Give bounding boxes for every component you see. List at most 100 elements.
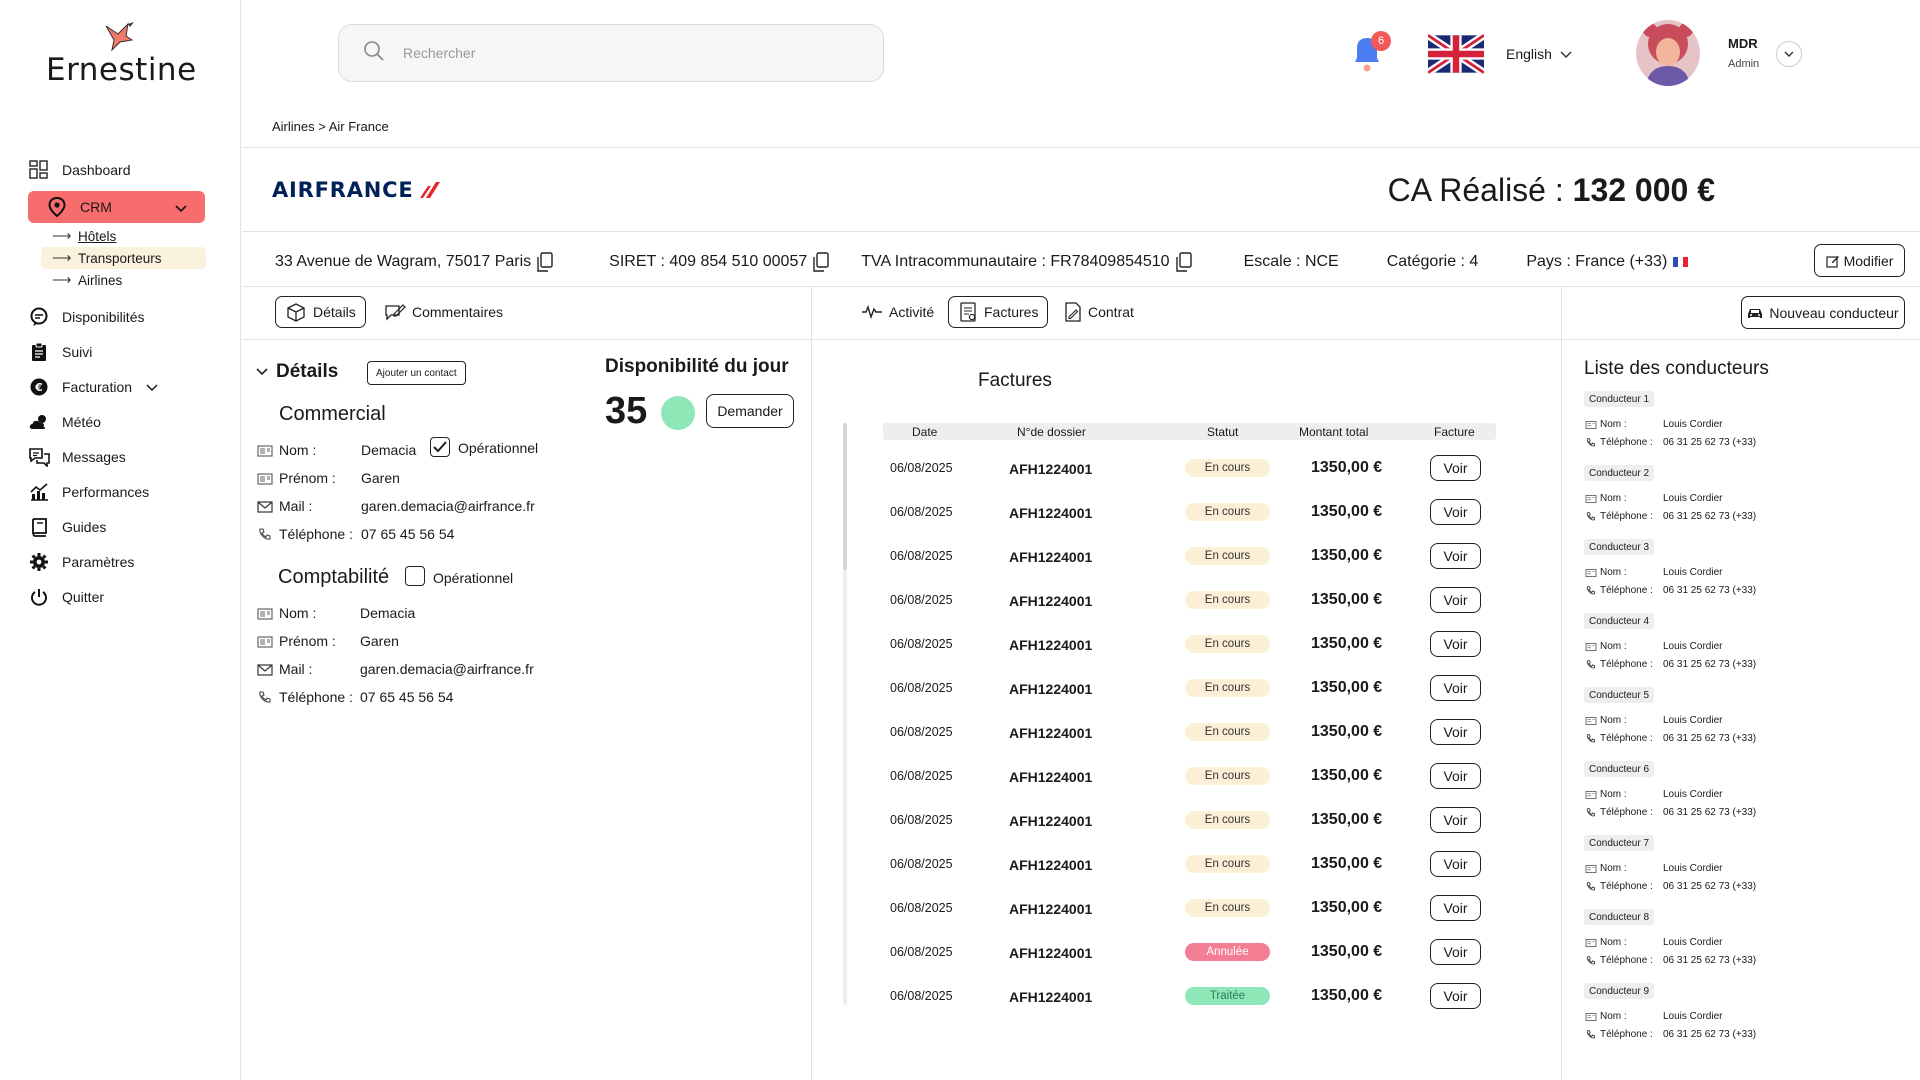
cell-dossier: AFH1224001: [1009, 681, 1093, 697]
voir-button[interactable]: Voir: [1430, 719, 1481, 745]
add-contact-button[interactable]: Ajouter un contact: [367, 361, 466, 385]
book-icon: [28, 516, 50, 538]
sidebar-item-messages[interactable]: Messages: [26, 439, 216, 474]
sidebar-subitem-airlines[interactable]: ⟶ Airlines: [26, 269, 216, 291]
id-card-icon: [1585, 790, 1597, 799]
id-card-icon: [1585, 1012, 1597, 1021]
driver-tag[interactable]: Conducteur 2: [1584, 465, 1655, 481]
details-section-toggle[interactable]: Détails: [256, 361, 338, 383]
driver-nom: Louis Cordier: [1663, 937, 1723, 948]
driver-nom: Louis Cordier: [1663, 789, 1723, 800]
voir-button[interactable]: Voir: [1430, 939, 1481, 965]
driver-tag[interactable]: Conducteur 7: [1584, 835, 1655, 851]
driver-tel-row: Téléphone : 06 31 25 62 73 (+33): [1585, 807, 1756, 818]
driver-tag[interactable]: Conducteur 6: [1584, 761, 1655, 777]
sidebar-subitem-label: Transporteurs: [78, 250, 162, 266]
sidebar-subitem-hotels[interactable]: ⟶ Hôtels: [26, 225, 216, 247]
nouveau-conducteur-button[interactable]: Nouveau conducteur: [1741, 296, 1905, 329]
uk-flag-icon[interactable]: [1428, 34, 1484, 74]
driver-tag[interactable]: Conducteur 8: [1584, 909, 1655, 925]
language-selector[interactable]: English: [1506, 46, 1572, 62]
copy-icon[interactable]: [813, 252, 829, 272]
sidebar-item-facturation[interactable]: € Facturation: [26, 369, 216, 404]
driver-tag[interactable]: Conducteur 9: [1584, 983, 1655, 999]
driver-nom-label: Nom :: [1600, 715, 1627, 726]
sidebar-item-performances[interactable]: Performances: [26, 474, 216, 509]
sidebar-item-dashboard[interactable]: Dashboard: [26, 152, 216, 187]
cell-date: 06/08/2025: [890, 725, 953, 739]
comptabilite-operational-checkbox[interactable]: [405, 566, 425, 586]
driver-nom-row: Nom : Louis Cordier: [1585, 493, 1722, 504]
activity-icon: [862, 305, 882, 319]
voir-button[interactable]: Voir: [1430, 983, 1481, 1009]
commercial-operational-label: Opérationnel: [458, 440, 539, 456]
column-header-dossier: N°de dossier: [1017, 425, 1086, 439]
voir-button[interactable]: Voir: [1430, 631, 1481, 657]
tab-contrat[interactable]: Contrat: [1055, 296, 1143, 328]
brand-logo[interactable]: Ernestine: [40, 16, 210, 98]
comptabilite-mail[interactable]: garen.demacia@airfrance.fr: [360, 661, 534, 677]
driver-nom-row: Nom : Louis Cordier: [1585, 715, 1722, 726]
sidebar-item-meteo[interactable]: Météo: [26, 404, 216, 439]
driver-tel: 06 31 25 62 73 (+33): [1663, 881, 1757, 892]
voir-button[interactable]: Voir: [1430, 543, 1481, 569]
commercial-operational-checkbox[interactable]: [430, 437, 450, 457]
ca-label: CA Réalisé :: [1387, 172, 1573, 208]
commercial-tel-label: Téléphone :: [279, 526, 353, 542]
mail-icon: [257, 664, 273, 676]
driver-tag[interactable]: Conducteur 5: [1584, 687, 1655, 703]
sidebar-item-parametres[interactable]: Paramètres: [26, 544, 216, 579]
tab-activite[interactable]: Activité: [852, 296, 943, 328]
siret-text: SIRET : 409 854 510 00057: [609, 253, 808, 270]
demander-button[interactable]: Demander: [706, 394, 794, 428]
driver-tag[interactable]: Conducteur 3: [1584, 539, 1655, 555]
tab-commentaires[interactable]: Commentaires: [375, 296, 512, 328]
voir-button[interactable]: Voir: [1430, 895, 1481, 921]
sidebar-item-disponibilites[interactable]: Disponibilités: [26, 299, 216, 334]
table-row: 06/08/2025 AFH1224001 En cours 1350,00 € Voi…: [883, 894, 1496, 924]
commercial-mail-label: Mail :: [279, 498, 313, 514]
search-input[interactable]: [403, 45, 803, 61]
cell-date: 06/08/2025: [890, 769, 953, 783]
voir-button[interactable]: Voir: [1430, 675, 1481, 701]
driver-nom-row: Nom : Louis Cordier: [1585, 1011, 1722, 1022]
cell-montant: 1350,00 €: [1311, 987, 1383, 1004]
tab-details[interactable]: Détails: [275, 296, 366, 328]
arrow-right-icon: ⟶: [52, 228, 72, 243]
driver-tel-row: Téléphone : 06 31 25 62 73 (+33): [1585, 733, 1756, 744]
driver-nom-row: Nom : Louis Cordier: [1585, 937, 1722, 948]
copy-icon[interactable]: [1175, 252, 1192, 272]
commercial-nom: Demacia: [361, 442, 417, 458]
voir-button[interactable]: Voir: [1430, 763, 1481, 789]
modifier-button[interactable]: Modifier: [1814, 244, 1905, 277]
cell-montant: 1350,00 €: [1311, 547, 1383, 564]
search-bar[interactable]: [338, 24, 884, 82]
avatar[interactable]: [1636, 20, 1700, 86]
status-badge: En cours: [1185, 679, 1270, 697]
comptabilite-nom-label: Nom :: [279, 605, 317, 621]
driver-tag[interactable]: Conducteur 4: [1584, 613, 1655, 629]
voir-button[interactable]: Voir: [1430, 455, 1481, 481]
voir-button[interactable]: Voir: [1430, 851, 1481, 877]
invoices-scrollbar[interactable]: [843, 423, 847, 1005]
table-row: 06/08/2025 AFH1224001 En cours 1350,00 € Voi…: [883, 454, 1496, 484]
driver-tag[interactable]: Conducteur 1: [1584, 391, 1655, 407]
scrollbar-thumb[interactable]: [843, 423, 847, 570]
commercial-mail[interactable]: garen.demacia@airfrance.fr: [361, 498, 535, 514]
sidebar-subitem-transporteurs[interactable]: ⟶ Transporteurs: [41, 247, 206, 269]
sidebar-item-guides[interactable]: Guides: [26, 509, 216, 544]
commercial-prenom: Garen: [361, 470, 400, 486]
user-menu-button[interactable]: [1776, 41, 1802, 67]
sidebar-item-quitter[interactable]: Quitter: [26, 579, 216, 614]
copy-icon[interactable]: [537, 252, 553, 272]
tab-factures[interactable]: Factures: [948, 296, 1049, 328]
driver-nom-label: Nom :: [1600, 937, 1627, 948]
phone-icon: [259, 528, 271, 540]
id-card-icon: [257, 445, 273, 457]
voir-button[interactable]: Voir: [1430, 499, 1481, 525]
voir-button[interactable]: Voir: [1430, 807, 1481, 833]
sidebar-item-suivi[interactable]: Suivi: [26, 334, 216, 369]
sidebar-item-crm[interactable]: CRM: [28, 191, 205, 223]
phone-icon: [1586, 881, 1596, 890]
voir-button[interactable]: Voir: [1430, 587, 1481, 613]
